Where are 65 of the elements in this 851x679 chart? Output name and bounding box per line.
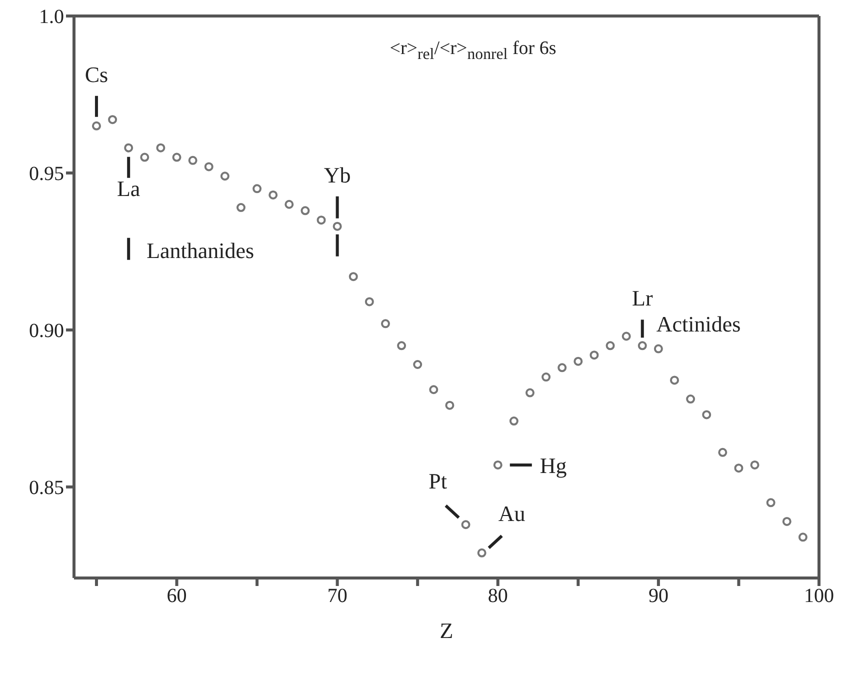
point xyxy=(542,372,551,382)
point xyxy=(638,341,647,350)
point xyxy=(798,532,808,542)
point xyxy=(204,162,214,172)
point xyxy=(124,143,134,152)
point xyxy=(220,172,230,181)
point xyxy=(734,464,744,473)
annotation: Yb xyxy=(324,162,351,188)
point xyxy=(252,184,262,194)
point xyxy=(574,356,583,366)
point xyxy=(766,498,776,508)
point xyxy=(670,376,679,385)
point xyxy=(284,200,294,209)
x-tick-label: 70 xyxy=(327,585,348,608)
point xyxy=(509,416,518,426)
point xyxy=(702,410,712,420)
point xyxy=(558,363,567,372)
point xyxy=(140,152,150,162)
point xyxy=(316,216,326,225)
y-tick-label: 0.95 xyxy=(29,163,64,186)
annotation: Au xyxy=(498,500,526,526)
point xyxy=(172,152,182,162)
x-tick-label: 60 xyxy=(166,585,187,608)
annotation: Actinides xyxy=(656,312,741,337)
point xyxy=(461,520,470,530)
x-axis-title: Z xyxy=(440,618,454,643)
point xyxy=(493,460,502,470)
text: <r>$_{rel}$/<r>$_{nonrel}$ for 6s xyxy=(390,38,556,63)
x-tick-label: 90 xyxy=(648,585,668,608)
point xyxy=(429,385,438,394)
point xyxy=(686,394,696,404)
y-tick-label: 0.90 xyxy=(29,320,64,342)
point xyxy=(445,400,454,410)
annotation: Lanthanides xyxy=(146,238,254,263)
annotation: Cs xyxy=(84,62,108,87)
point xyxy=(397,341,406,350)
point xyxy=(477,548,486,558)
point xyxy=(300,206,310,216)
y-tick-label: 0.85 xyxy=(29,477,64,500)
point xyxy=(188,156,198,165)
point xyxy=(236,203,246,212)
point xyxy=(590,350,599,360)
annotation: Pt xyxy=(428,468,447,494)
point xyxy=(413,360,422,370)
point xyxy=(750,460,760,470)
point xyxy=(268,190,278,200)
point xyxy=(782,516,792,526)
point xyxy=(156,143,166,152)
y-tick-label: 1.0 xyxy=(39,6,64,28)
point xyxy=(92,121,101,130)
point xyxy=(525,388,534,398)
x-tick-label: 100 xyxy=(804,585,834,608)
point xyxy=(718,448,728,457)
point xyxy=(332,222,342,231)
point xyxy=(108,115,118,124)
point xyxy=(380,319,390,328)
annotation: Lr xyxy=(632,286,654,311)
point xyxy=(654,344,663,354)
x-tick-label: 80 xyxy=(488,585,508,608)
point xyxy=(364,297,374,306)
point xyxy=(348,272,358,282)
point xyxy=(622,332,631,341)
point xyxy=(606,341,615,350)
annotation: La xyxy=(116,176,140,201)
annotation: Hg xyxy=(540,452,567,478)
